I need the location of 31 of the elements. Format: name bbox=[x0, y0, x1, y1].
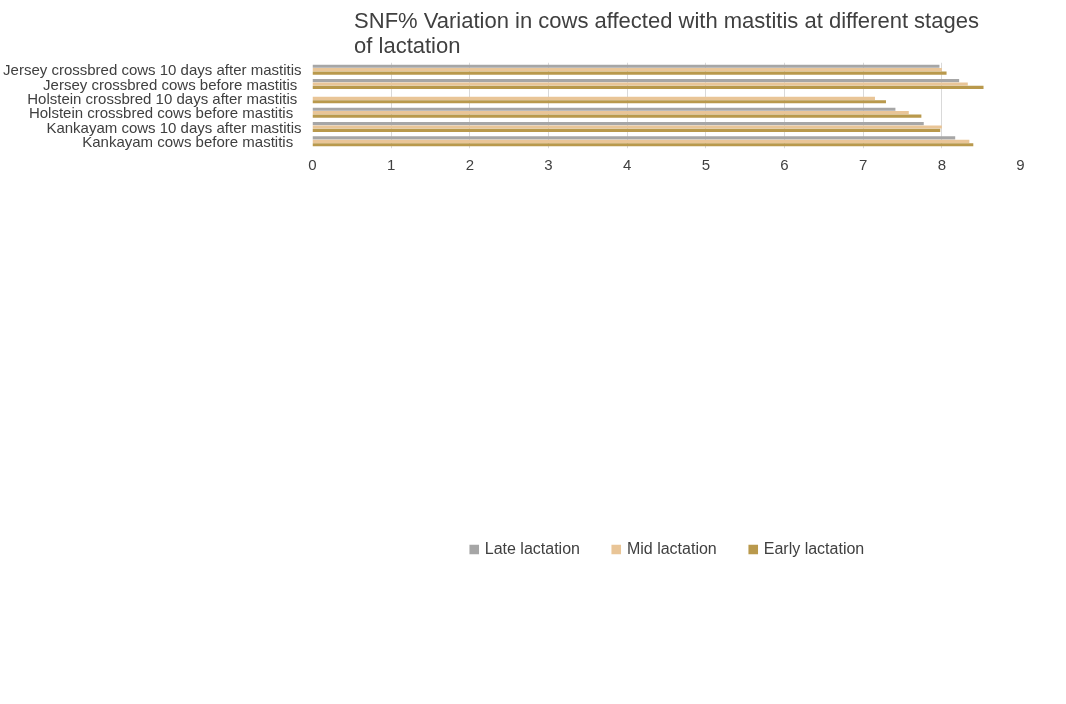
x-tick-label: 5 bbox=[701, 155, 711, 173]
x-tick-label: 8 bbox=[937, 155, 947, 173]
bar bbox=[312, 78, 960, 83]
x-tick-label: 3 bbox=[544, 155, 553, 173]
x-tick-label: 7 bbox=[859, 155, 868, 173]
bar bbox=[312, 64, 940, 68]
bar bbox=[312, 68, 942, 72]
x-tick-label: 1 bbox=[387, 155, 396, 173]
x-tick-label: 4 bbox=[623, 155, 632, 173]
bar bbox=[312, 111, 909, 115]
chart-title: SNF% Variation in cows affected with mastitis at different stages of lactation bbox=[354, 7, 979, 58]
bar bbox=[312, 139, 970, 143]
x-tick-label: 2 bbox=[465, 155, 475, 173]
bar bbox=[312, 96, 875, 100]
bar bbox=[312, 82, 968, 86]
x-tick-label: 9 bbox=[1016, 155, 1025, 173]
bar bbox=[312, 107, 896, 111]
bar bbox=[312, 143, 974, 147]
legend-label: Early lactation bbox=[763, 539, 865, 558]
bar bbox=[312, 85, 984, 90]
bar bbox=[312, 71, 947, 75]
bar bbox=[312, 100, 886, 104]
bar bbox=[312, 121, 924, 126]
x-tick-label: 6 bbox=[780, 155, 789, 173]
bar bbox=[312, 136, 956, 140]
x-tick-label: 0 bbox=[308, 155, 317, 173]
bar bbox=[312, 128, 941, 133]
legend-label: Mid lactation bbox=[626, 539, 717, 558]
bar bbox=[312, 114, 922, 118]
y-tick-label: Jersey crossbred cows 10 days after mastitis bbox=[3, 61, 302, 79]
legend-label: Late lactation bbox=[484, 539, 580, 558]
